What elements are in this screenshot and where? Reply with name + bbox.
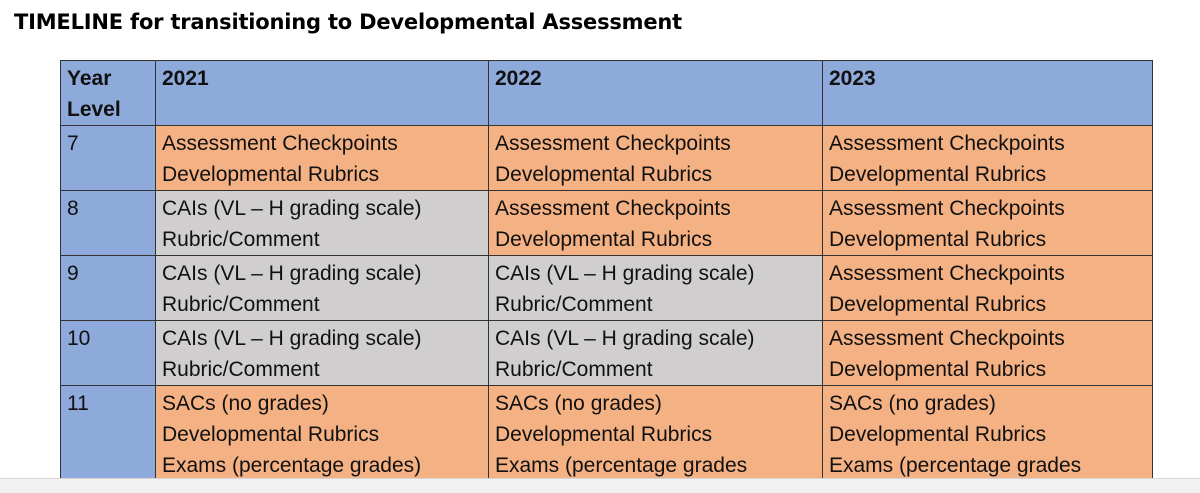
cell-line: Exams (percentage grades) [162, 454, 422, 477]
year-level-cell: 8 [60, 190, 156, 256]
cell-line: Rubric/Comment [495, 358, 653, 381]
timeline-cell: CAIs (VL – H grading scale) Rubric/Commen… [155, 255, 489, 321]
cell-line: Assessment Checkpoints [162, 132, 398, 155]
timeline-cell: CAIs (VL – H grading scale) Rubric/Commen… [155, 320, 489, 386]
year-level-cell: 11 [60, 385, 156, 482]
year-level-cell: 9 [60, 255, 156, 321]
document-title: TIMELINE for transitioning to Developmen… [14, 10, 682, 34]
timeline-cell: Assessment Checkpoints Developmental Rubr… [822, 125, 1153, 191]
cell-line: Assessment Checkpoints [829, 197, 1065, 220]
cell-line: CAIs (VL – H grading scale) [162, 197, 422, 220]
cell-line: Developmental Rubrics [162, 163, 380, 186]
timeline-cell: Assessment Checkpoints Developmental Rubr… [822, 320, 1153, 386]
cell-line: SACs (no grades) [829, 392, 996, 415]
timeline-cell: CAIs (VL – H grading scale) Rubric/Commen… [488, 255, 823, 321]
cell-line: Assessment Checkpoints [829, 327, 1065, 350]
table-row: 10 CAIs (VL – H grading scale) Rubric/Comm… [60, 320, 1153, 386]
year-level-header: Year Level [60, 60, 156, 126]
timeline-cell: CAIs (VL – H grading scale) Rubric/Commen… [155, 190, 489, 256]
timeline-cell: Assessment Checkpoints Developmental Rubr… [488, 125, 823, 191]
year-header-2023: 2023 [822, 60, 1153, 126]
cell-line: Developmental Rubrics [162, 423, 380, 446]
timeline-cell: SACs (no grades) Developmental Rubrics Exa… [155, 385, 489, 482]
year-level-cell: 10 [60, 320, 156, 386]
cell-line: Developmental Rubrics [495, 423, 713, 446]
year-header-2022: 2022 [488, 60, 823, 126]
cell-line: Rubric/Comment [162, 228, 320, 251]
cell-line: Assessment Checkpoints [829, 132, 1065, 155]
header-row: Year Level 2021 2022 2023 [60, 60, 1153, 126]
cell-line: CAIs (VL – H grading scale) [162, 327, 422, 350]
cell-line: SACs (no grades) [162, 392, 329, 415]
cell-line: Assessment Checkpoints [495, 197, 731, 220]
table-row: 8 CAIs (VL – H grading scale) Rubric/Comme… [60, 190, 1153, 256]
cell-line: Developmental Rubrics [829, 358, 1047, 381]
cell-line: Developmental Rubrics [829, 163, 1047, 186]
cell-line: CAIs (VL – H grading scale) [495, 327, 755, 350]
table-row: 9 CAIs (VL – H grading scale) Rubric/Comme… [60, 255, 1153, 321]
cell-line: Developmental Rubrics [829, 293, 1047, 316]
cell-line: Rubric/Comment [495, 293, 653, 316]
year-header-2021: 2021 [155, 60, 489, 126]
cell-line: CAIs (VL – H grading scale) [162, 262, 422, 285]
cell-line: SACs (no grades) [495, 392, 662, 415]
cell-line: Rubric/Comment [162, 293, 320, 316]
timeline-cell: SACs (no grades) Developmental Rubrics Exa… [822, 385, 1153, 482]
viewer-bottom-bar [0, 478, 1200, 493]
cell-line: Developmental Rubrics [495, 163, 713, 186]
year-level-header-line: Level [67, 98, 121, 121]
timeline-cell: Assessment Checkpoints Developmental Rubr… [155, 125, 489, 191]
cell-line: Exams (percentage grades [495, 454, 748, 477]
cell-line: Rubric/Comment [162, 358, 320, 381]
cell-line: Developmental Rubrics [495, 228, 713, 251]
timeline-cell: Assessment Checkpoints Developmental Rubr… [822, 255, 1153, 321]
timeline-cell: Assessment Checkpoints Developmental Rubr… [488, 190, 823, 256]
year-level-cell: 7 [60, 125, 156, 191]
cell-line: Assessment Checkpoints [829, 262, 1065, 285]
table-body: 7 Assessment Checkpoints Developmental Rub… [60, 125, 1153, 482]
table-row: 11 SACs (no grades) Developmental Rubrics E… [60, 385, 1153, 482]
year-level-header-line: Year [67, 67, 112, 90]
timeline-table: Year Level 2021 2022 2023 7 Assessment Ch… [60, 60, 1153, 482]
table-row: 7 Assessment Checkpoints Developmental Rub… [60, 125, 1153, 191]
cell-line: Developmental Rubrics [829, 228, 1047, 251]
timeline-cell: CAIs (VL – H grading scale) Rubric/Commen… [488, 320, 823, 386]
cell-line: Assessment Checkpoints [495, 132, 731, 155]
cell-line: Exams (percentage grades [829, 454, 1082, 477]
cell-line: Developmental Rubrics [829, 423, 1047, 446]
timeline-cell: Assessment Checkpoints Developmental Rubr… [822, 190, 1153, 256]
cell-line: CAIs (VL – H grading scale) [495, 262, 755, 285]
timeline-cell: SACs (no grades) Developmental Rubrics Exa… [488, 385, 823, 482]
